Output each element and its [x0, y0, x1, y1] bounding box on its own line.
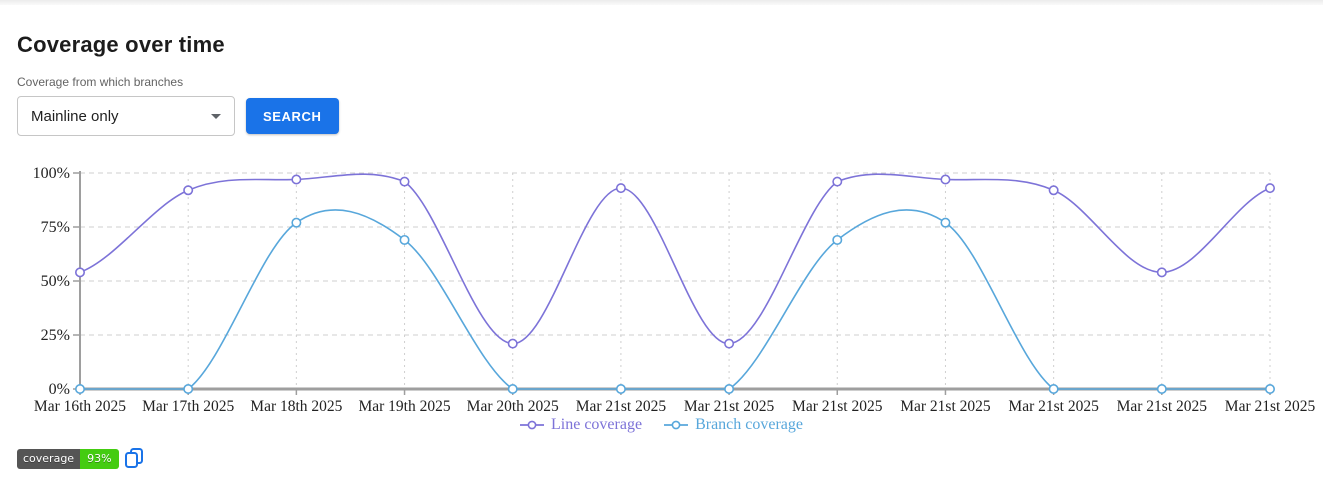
x-axis-label: Mar 21st 2025: [684, 398, 775, 414]
data-point-marker: [1048, 384, 1059, 395]
data-point-marker: [615, 183, 626, 194]
coverage-chart: 0% 25% 50% 75% 100% Mar 16th 2025 Mar 17th 202…: [0, 158, 1323, 414]
data-point-marker: [183, 384, 194, 395]
data-point-marker: [1265, 384, 1276, 395]
data-point-marker: [940, 174, 951, 185]
page-title: Coverage over time: [17, 32, 225, 57]
data-point-marker: [1156, 384, 1167, 395]
data-point-marker: [399, 176, 410, 187]
legend-label: Branch coverage: [695, 416, 803, 433]
x-axis-label: Mar 17th 2025: [142, 398, 234, 414]
badge-label: coverage: [17, 448, 81, 469]
data-point-marker: [940, 217, 951, 228]
copy-icon: [124, 448, 143, 468]
filter-controls: Mainline only SEARCH: [17, 96, 1323, 136]
branch-filter-label: Coverage from which branches: [17, 75, 184, 89]
badge-value: 93%: [80, 448, 119, 469]
branch-dropdown[interactable]: Mainline only: [17, 96, 235, 136]
branch-dropdown-value: Mainline only: [31, 107, 119, 125]
coverage-chart-canvas: 0% 25% 50% 75% 100% Mar 16th 2025 Mar 17th 202…: [33, 165, 1316, 414]
chevron-down-icon: [211, 113, 221, 119]
x-axis-label: Mar 20th 2025: [467, 398, 559, 414]
data-point-marker: [1265, 183, 1276, 194]
x-axis-label: Mar 21st 2025: [792, 398, 883, 414]
coverage-badge: coverage 93%: [17, 448, 119, 469]
x-axis-label: Mar 18th 2025: [250, 398, 342, 414]
x-axis-label: Mar 21st 2025: [576, 398, 667, 414]
data-point-marker: [507, 384, 518, 395]
data-point-marker: [615, 384, 626, 395]
y-axis-label: 50%: [41, 273, 70, 290]
data-point-marker: [399, 234, 410, 245]
branch-coverage-line: [80, 209, 1270, 390]
y-axis-label: 100%: [33, 165, 70, 182]
data-point-marker: [724, 384, 735, 395]
data-point-marker: [832, 234, 843, 245]
data-point-marker: [183, 185, 194, 196]
x-axis-label: Mar 16th 2025: [34, 398, 126, 414]
legend-marker-icon: [520, 420, 544, 430]
x-axis-label: Mar 21st 2025: [1008, 398, 1099, 414]
legend-label: Line coverage: [551, 416, 643, 433]
data-point-marker: [75, 384, 86, 395]
data-point-marker: [1156, 267, 1167, 278]
copy-badge-button[interactable]: [124, 447, 145, 470]
data-point-marker: [507, 338, 518, 349]
y-axis-label: 0%: [49, 381, 70, 398]
line-coverage-line: [79, 173, 1271, 345]
x-axis-label: Mar 21st 2025: [900, 398, 991, 414]
y-axis-label: 25%: [41, 327, 70, 344]
coverage-badge-row: coverage 93%: [17, 447, 1323, 470]
data-point-marker: [724, 338, 735, 349]
x-axis-label: Mar 21st 2025: [1117, 398, 1208, 414]
y-axis-label: 75%: [41, 219, 70, 236]
x-axis-label: Mar 19th 2025: [358, 398, 450, 414]
x-axis-label: Mar 21st 2025: [1225, 398, 1316, 414]
data-point-marker: [1048, 185, 1059, 196]
data-point-marker: [291, 217, 302, 228]
chart-legend: Line coverage Branch coverage: [0, 416, 1323, 434]
top-divider: [0, 0, 1323, 5]
data-point-marker: [832, 176, 843, 187]
legend-marker-icon: [664, 420, 689, 430]
legend-item-branch-coverage[interactable]: Branch coverage: [664, 416, 803, 434]
data-point-marker: [291, 174, 302, 185]
search-button[interactable]: SEARCH: [246, 98, 339, 134]
data-point-marker: [75, 267, 86, 278]
legend-item-line-coverage[interactable]: Line coverage: [520, 416, 642, 434]
